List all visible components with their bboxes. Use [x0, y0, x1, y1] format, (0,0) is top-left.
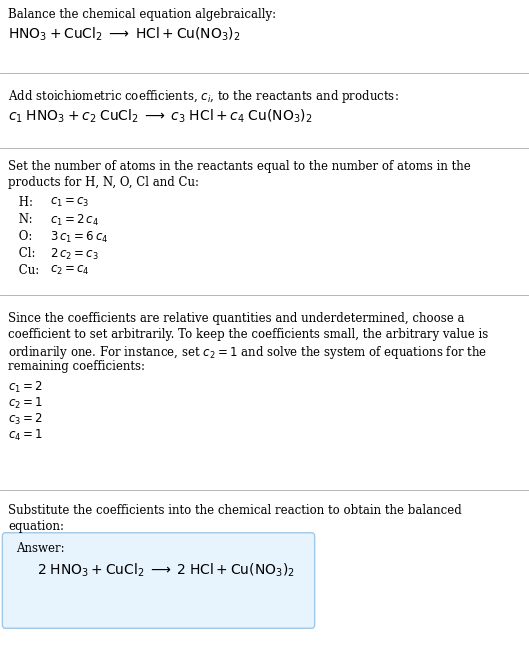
Text: Add stoichiometric coefficients, $c_i$, to the reactants and products:: Add stoichiometric coefficients, $c_i$, …: [8, 88, 399, 105]
Text: $c_1\; \mathrm{HNO_3} + c_2\; \mathrm{CuCl_2} \;\longrightarrow\; c_3\; \mathrm{: $c_1\; \mathrm{HNO_3} + c_2\; \mathrm{Cu…: [8, 108, 313, 126]
Text: H:: H:: [15, 196, 33, 209]
Text: $\mathrm{2\; HNO_3 + CuCl_2 \;\longrightarrow\; 2\; HCl + Cu(NO_3)_2}$: $\mathrm{2\; HNO_3 + CuCl_2 \;\longright…: [37, 562, 295, 580]
Text: $3\,c_1 = 6\,c_4$: $3\,c_1 = 6\,c_4$: [50, 230, 109, 245]
Text: $2\,c_2 = c_3$: $2\,c_2 = c_3$: [50, 247, 99, 262]
Text: Answer:: Answer:: [15, 542, 64, 555]
Text: $c_1 = c_3$: $c_1 = c_3$: [50, 196, 90, 209]
Text: remaining coefficients:: remaining coefficients:: [8, 360, 145, 373]
Text: Cu:: Cu:: [15, 264, 39, 277]
Text: Set the number of atoms in the reactants equal to the number of atoms in the: Set the number of atoms in the reactants…: [8, 160, 471, 173]
Text: Since the coefficients are relative quantities and underdetermined, choose a: Since the coefficients are relative quan…: [8, 312, 464, 325]
Text: Balance the chemical equation algebraically:: Balance the chemical equation algebraica…: [8, 8, 276, 21]
Text: ordinarily one. For instance, set $c_2 = 1$ and solve the system of equations fo: ordinarily one. For instance, set $c_2 =…: [8, 344, 487, 361]
Text: $c_3 = 2$: $c_3 = 2$: [8, 412, 43, 427]
Text: products for H, N, O, Cl and Cu:: products for H, N, O, Cl and Cu:: [8, 176, 199, 189]
Text: $c_1 = 2$: $c_1 = 2$: [8, 380, 43, 395]
Text: equation:: equation:: [8, 520, 64, 533]
Text: $c_2 = c_4$: $c_2 = c_4$: [50, 264, 90, 277]
Text: N:: N:: [15, 213, 32, 226]
Text: coefficient to set arbitrarily. To keep the coefficients small, the arbitrary va: coefficient to set arbitrarily. To keep …: [8, 328, 488, 341]
Text: Cl:: Cl:: [15, 247, 35, 260]
Text: $c_1 = 2\,c_4$: $c_1 = 2\,c_4$: [50, 213, 99, 228]
Text: O:: O:: [15, 230, 32, 243]
Text: $\mathrm{HNO_3 + CuCl_2 \;\longrightarrow\; HCl + Cu(NO_3)_2}$: $\mathrm{HNO_3 + CuCl_2 \;\longrightarro…: [8, 26, 241, 43]
Text: $c_4 = 1$: $c_4 = 1$: [8, 428, 43, 443]
Text: Substitute the coefficients into the chemical reaction to obtain the balanced: Substitute the coefficients into the che…: [8, 504, 462, 517]
Text: $c_2 = 1$: $c_2 = 1$: [8, 396, 43, 411]
FancyBboxPatch shape: [2, 532, 315, 628]
